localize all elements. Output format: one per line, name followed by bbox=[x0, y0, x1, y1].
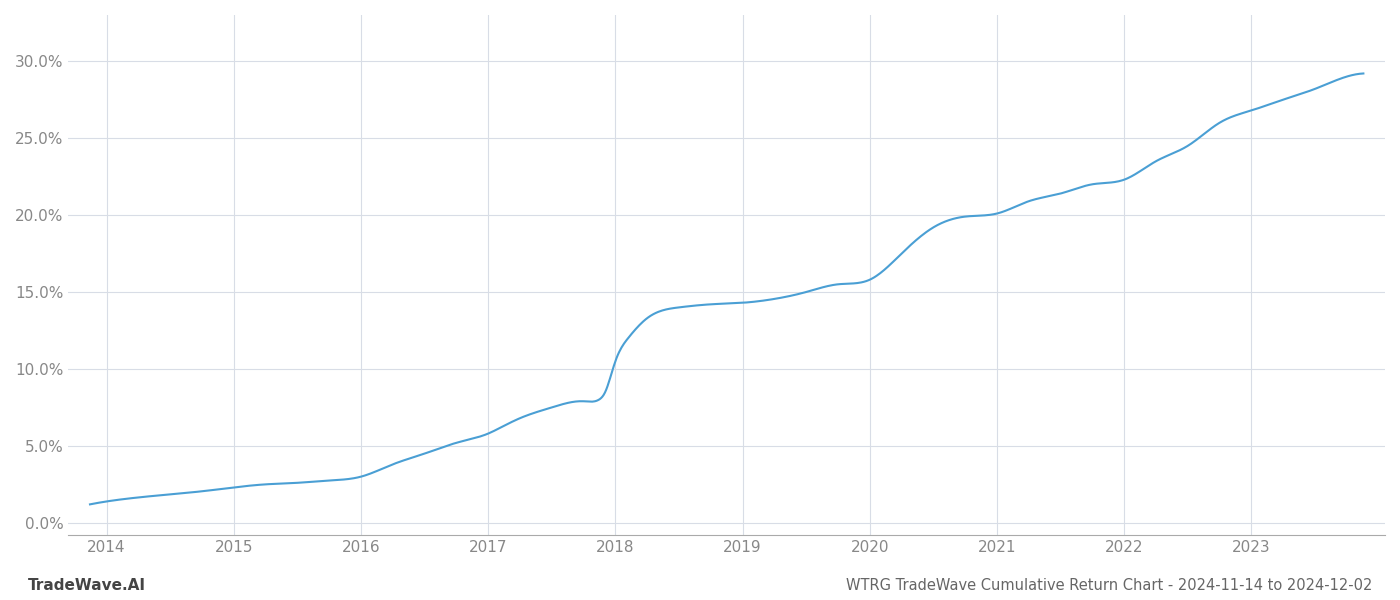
Text: TradeWave.AI: TradeWave.AI bbox=[28, 578, 146, 593]
Text: WTRG TradeWave Cumulative Return Chart - 2024-11-14 to 2024-12-02: WTRG TradeWave Cumulative Return Chart -… bbox=[846, 578, 1372, 593]
